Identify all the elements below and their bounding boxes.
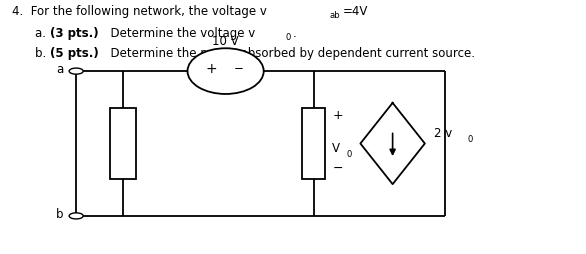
Text: 2 v: 2 v [434, 127, 452, 140]
Text: 0: 0 [286, 33, 291, 42]
Text: a: a [56, 63, 63, 76]
Circle shape [69, 213, 83, 219]
Ellipse shape [188, 48, 264, 94]
Text: (5 pts.): (5 pts.) [50, 47, 98, 60]
Text: 0: 0 [346, 150, 352, 159]
Text: =4V: =4V [343, 5, 368, 18]
Text: a.: a. [35, 27, 54, 40]
Text: Determine the power absorbed by dependent current source.: Determine the power absorbed by dependen… [103, 47, 475, 60]
Text: b: b [56, 208, 63, 221]
Text: .: . [293, 27, 297, 40]
Text: −: − [332, 162, 343, 176]
Text: 10 V: 10 V [212, 35, 239, 48]
Text: 0: 0 [467, 135, 472, 144]
Text: 4.  For the following network, the voltage v: 4. For the following network, the voltag… [12, 5, 267, 18]
Text: V: V [332, 142, 340, 155]
Text: −: − [234, 62, 244, 75]
Text: b.: b. [35, 47, 54, 60]
Circle shape [69, 68, 83, 74]
Text: Determine the voltage v: Determine the voltage v [103, 27, 255, 40]
Text: ab: ab [330, 11, 340, 20]
Bar [110, 108, 136, 179]
Text: +: + [205, 61, 217, 76]
Text: +: + [332, 109, 343, 122]
Bar [302, 108, 325, 179]
Text: (3 pts.): (3 pts.) [50, 27, 98, 40]
